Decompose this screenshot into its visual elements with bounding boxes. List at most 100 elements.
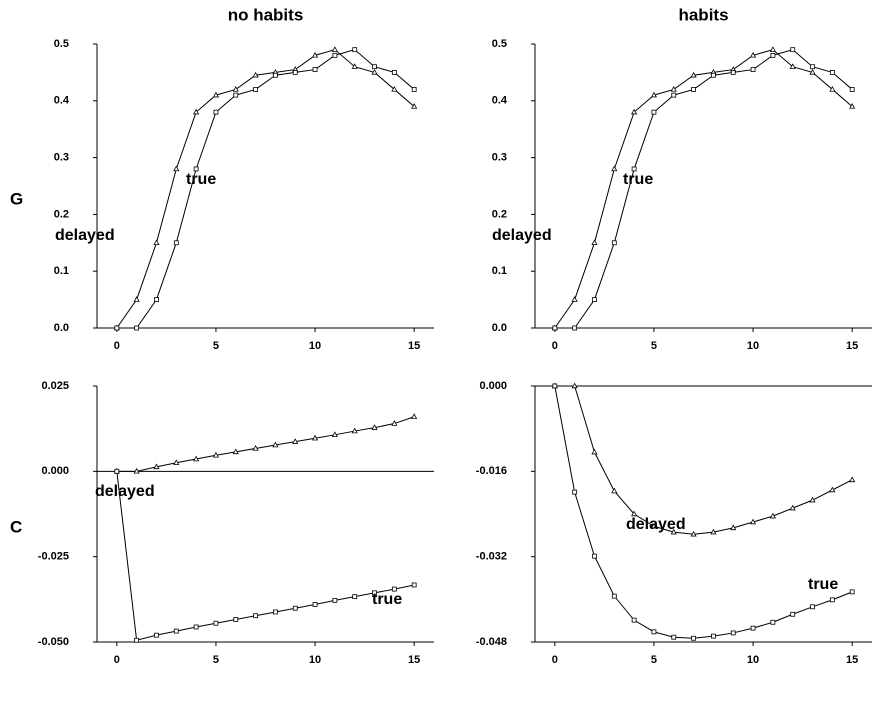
marker — [790, 47, 796, 53]
marker — [213, 620, 219, 626]
marker — [571, 382, 578, 389]
y-tick-label: -0.016 — [476, 465, 507, 477]
marker — [352, 47, 358, 53]
marker — [849, 589, 855, 595]
marker — [810, 604, 815, 610]
marker — [572, 489, 578, 495]
marker — [351, 427, 358, 434]
marker — [133, 296, 140, 302]
y-tick-label: 0.5 — [54, 38, 69, 50]
x-tick-label: 10 — [747, 340, 759, 352]
marker — [193, 455, 200, 462]
series-line — [116, 416, 415, 472]
marker — [173, 165, 180, 172]
marker — [351, 63, 358, 69]
series-label: delayed — [492, 227, 552, 244]
marker — [711, 633, 716, 639]
series-line — [116, 471, 415, 641]
marker — [829, 597, 835, 603]
marker — [651, 629, 657, 635]
marker — [331, 431, 338, 438]
y-tick-label: 0.5 — [492, 38, 507, 50]
marker — [670, 86, 677, 92]
marker — [312, 602, 318, 607]
y-tick-label: 0.4 — [54, 95, 70, 107]
y-tick-label: 0.025 — [41, 380, 69, 392]
marker — [592, 297, 597, 303]
marker — [411, 87, 417, 92]
x-tick-label: 5 — [651, 340, 657, 352]
marker — [253, 613, 258, 619]
marker — [611, 240, 617, 246]
marker — [711, 72, 716, 78]
x-tick-label: 10 — [309, 654, 321, 666]
series-label: true — [808, 576, 838, 593]
marker — [133, 467, 140, 474]
marker — [691, 635, 696, 641]
x-tick-label: 15 — [846, 654, 858, 666]
marker — [114, 468, 120, 474]
x-tick-label: 5 — [213, 340, 219, 352]
series-line — [554, 49, 853, 329]
marker — [789, 63, 796, 69]
marker — [829, 86, 836, 92]
marker — [312, 67, 318, 72]
series-label: delayed — [95, 483, 155, 500]
y-tick-label: 0.000 — [479, 380, 507, 392]
marker — [232, 448, 239, 455]
marker — [193, 624, 199, 630]
marker — [173, 628, 179, 634]
panel-title: habits — [678, 5, 728, 24]
marker — [631, 166, 637, 172]
marker — [134, 325, 140, 331]
marker — [690, 71, 697, 78]
marker — [153, 239, 160, 246]
marker — [352, 594, 358, 600]
y-tick-label: 0.1 — [54, 265, 69, 277]
marker — [650, 91, 658, 98]
marker — [591, 448, 598, 455]
marker — [252, 445, 259, 451]
marker — [651, 109, 657, 115]
marker — [591, 239, 598, 246]
marker — [810, 64, 815, 70]
marker — [631, 108, 638, 115]
marker — [671, 92, 677, 98]
marker — [292, 438, 299, 444]
marker — [233, 92, 239, 98]
marker — [173, 459, 180, 466]
marker — [173, 240, 179, 246]
row-label: C — [10, 517, 22, 536]
marker — [611, 487, 618, 494]
marker — [730, 524, 737, 531]
marker — [770, 52, 776, 58]
marker — [371, 68, 378, 75]
y-tick-label: 0.0 — [492, 322, 507, 334]
marker — [749, 51, 757, 58]
marker — [650, 522, 658, 529]
marker — [730, 70, 736, 75]
marker — [193, 166, 199, 172]
y-tick-label: -0.032 — [476, 551, 507, 563]
marker — [670, 528, 677, 535]
marker — [134, 637, 140, 643]
marker — [391, 586, 397, 592]
marker — [371, 424, 378, 430]
marker — [332, 597, 338, 603]
series-label: true — [372, 591, 402, 608]
marker — [372, 590, 377, 596]
marker — [769, 46, 776, 52]
marker — [749, 518, 757, 525]
x-tick-label: 15 — [846, 340, 858, 352]
marker — [631, 510, 638, 517]
marker — [292, 605, 298, 611]
y-tick-label: 0.2 — [54, 208, 69, 220]
marker — [769, 512, 776, 519]
marker — [212, 451, 220, 458]
marker — [213, 109, 219, 115]
marker — [849, 87, 855, 92]
marker — [411, 103, 418, 109]
y-tick-label: -0.025 — [38, 551, 69, 563]
x-tick-label: 0 — [552, 654, 558, 666]
